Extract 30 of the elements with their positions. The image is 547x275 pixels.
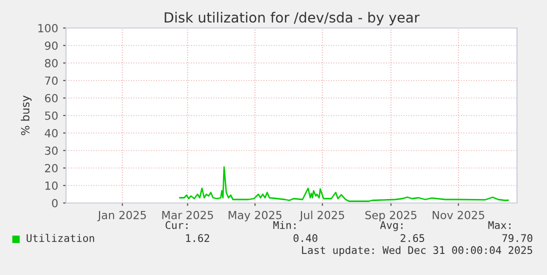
text: 0.40 (294, 234, 318, 242)
x-tick-label: Mar 2025 (162, 210, 214, 220)
text: Cur: (166, 221, 188, 230)
y-tick-label: 90 (44, 41, 58, 50)
y-tick-label: 40 (44, 128, 58, 138)
x-tick-label: Jul 2025 (299, 210, 344, 222)
y-tick-label: 80 (44, 58, 58, 68)
line-series (179, 166, 509, 202)
y-tick-label: 100 (38, 24, 58, 32)
y-tick-label: 50 (45, 111, 58, 120)
text: Avg: (380, 221, 402, 232)
text: Min: (273, 220, 296, 229)
text: 1.62 (186, 234, 210, 242)
text: 79.70 (502, 234, 532, 242)
y-tick-label: 60 (45, 94, 58, 102)
y-tick-label: 70 (45, 76, 58, 85)
x-tick-label: May 2025 (228, 210, 282, 222)
x-tick-label: Jan 2025 (97, 210, 146, 222)
x-tick-label: Nov 2025 (432, 210, 484, 220)
text: Last update: Wed Dec 31 00:00:04 2025 (302, 246, 532, 256)
x-tick-label: Sep 2025 (365, 210, 416, 222)
text: 2.65 (400, 234, 424, 242)
y-tick-label: 0 (52, 198, 58, 208)
y-tick-label: 30 (45, 146, 58, 155)
y-tick-label: 10 (45, 181, 58, 190)
chart-title: Disk utilization for /dev/sda - by year (164, 12, 420, 26)
y-axis-title: % busy (20, 96, 32, 136)
y-tick-label: 20 (45, 164, 58, 172)
text: Max: (488, 221, 510, 230)
legend-label: Utilization (26, 234, 94, 242)
